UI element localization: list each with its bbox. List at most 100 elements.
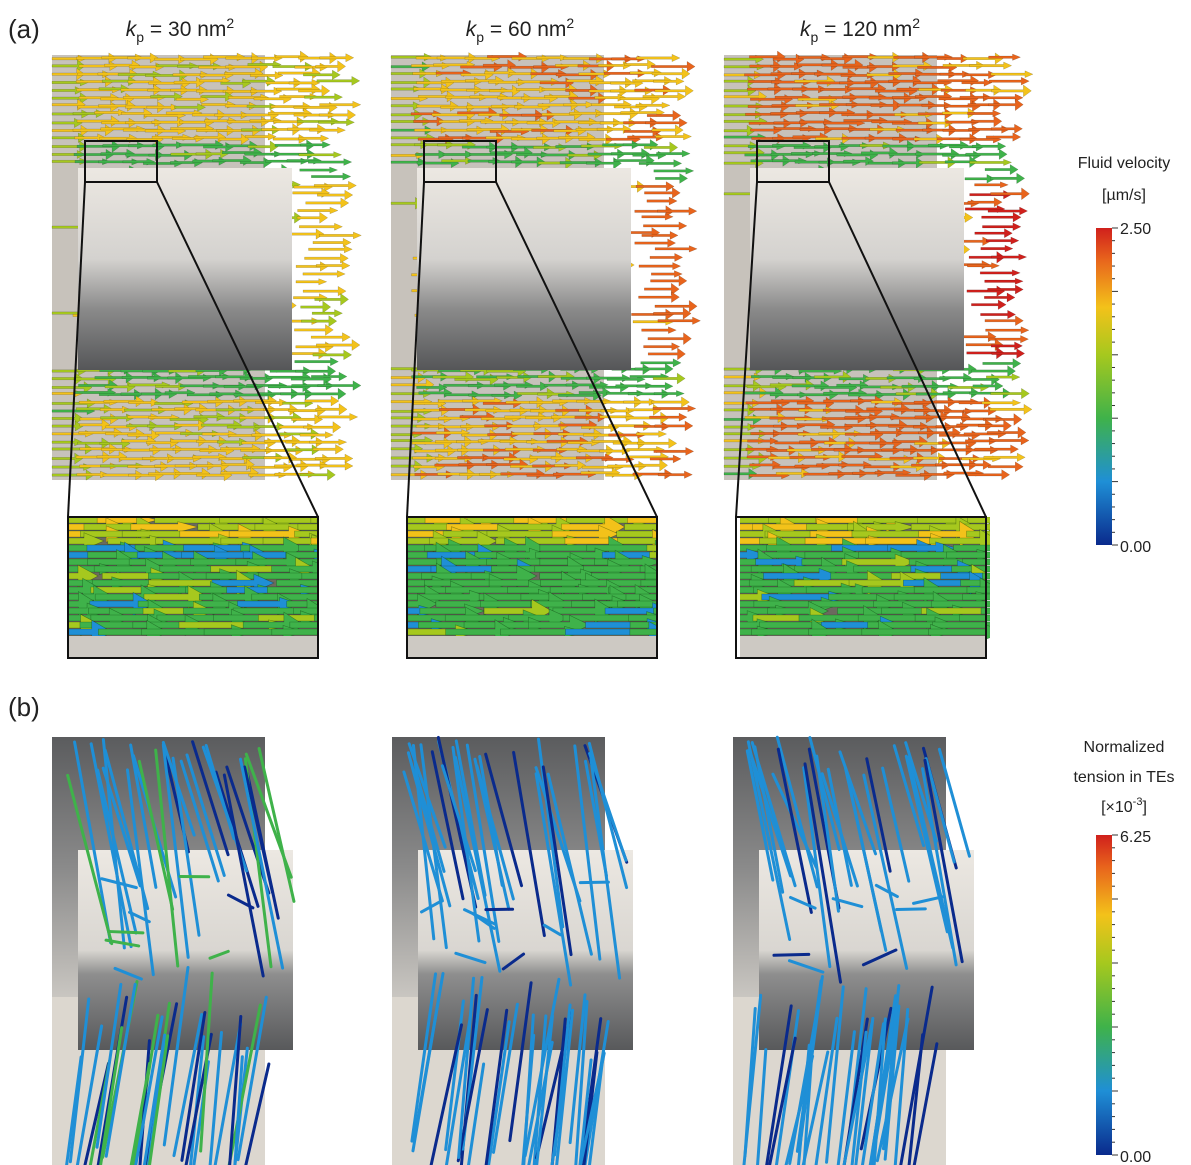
velocity-arrow [988,285,1024,294]
colorbar-min: 0.00 [1120,1149,1151,1165]
inset-arrow [314,611,380,625]
velocity-arrow [990,404,1032,414]
colorbar-max: 6.25 [1120,829,1151,846]
velocity-arrow [311,333,350,342]
fibre [110,932,142,933]
velocity-arrow [644,343,680,351]
velocity-arrow [654,168,694,175]
velocity-arrow [305,388,346,399]
colorbar [1096,835,1112,1155]
figure: (a) (b) kp = 30 nm2 kp = 60 nm2 kp = 120 n… [0,0,1191,1165]
velocity-arrow [300,141,330,148]
velocity-arrow [975,182,1009,188]
velocity-arrow [982,212,1021,222]
velocity-arrow [314,181,356,190]
column-title: kp = 30 nm2 [126,15,235,45]
velocity-arrow [990,188,1029,200]
velocity-arrow [990,173,1024,183]
velocity-arrow [303,286,346,296]
velocity-arrow [653,308,691,320]
colorbar-unit: [×10-3] [1101,796,1147,816]
panel-label: (a) [8,14,40,44]
velocity-arrow [658,471,692,478]
fibre [774,954,809,955]
velocity-arrow [311,173,350,180]
velocity-arrow [291,373,332,385]
velocity-arrow [652,68,690,79]
velocity-arrow [310,439,347,445]
velocity-arrow [964,406,997,415]
column-title: kp = 120 nm2 [800,15,920,45]
inset-arrow [311,511,378,529]
superscript: 2 [912,15,920,31]
value: = 30 nm [144,18,226,41]
velocity-arrow [986,237,1019,244]
unit-exponent: -3 [1133,796,1143,808]
velocity-arrow [650,253,683,261]
velocity-arrow [971,116,1002,127]
velocity-arrow [655,300,697,312]
fibre [897,909,926,910]
inset-surface [736,636,986,658]
velocity-arrow [295,358,339,366]
panel-label: (b) [8,692,40,722]
velocity-arrow [306,198,349,208]
inset-surface [68,636,318,658]
velocity-arrow [299,152,342,158]
inset-arrow [647,539,746,556]
velocity-arrow [319,232,361,239]
velocity-arrow [303,271,345,278]
inset-arrow [982,565,1079,587]
velocity-arrow [983,359,1021,369]
colorbar-title: tension in TEs [1073,769,1174,786]
velocity-arrow [637,382,673,390]
velocity-arrow [300,167,338,173]
velocity-arrow [961,460,991,469]
subscript: p [476,29,484,45]
velocity-arrow [657,207,697,215]
velocity-arrow [635,239,676,247]
colorbar-ticks [1112,228,1118,1155]
velocity-arrow [990,436,1029,445]
velocity-arrow [992,85,1032,97]
velocity-arrow [296,279,327,285]
velocity-arrow [267,372,311,382]
velocity-arrow [967,286,1005,297]
velocity-arrow [991,71,1033,78]
velocity-arrow [975,229,1013,238]
velocity-arrow [301,301,331,313]
velocity-arrow [975,445,1019,454]
velocity-arrow [317,76,360,85]
velocity-arrow [312,310,342,317]
velocity-arrow [298,207,338,214]
velocity-arrow [300,469,335,480]
velocity-arrow [978,420,1011,432]
velocity-arrow [980,270,1020,276]
colorbar-max: 2.50 [1120,221,1151,238]
inset [706,507,1080,658]
velocity-arrow [644,187,680,198]
velocity-arrow [301,316,336,327]
velocity-arrow [971,300,1006,310]
velocity-arrow [316,339,360,350]
subscript: p [136,29,144,45]
column-title: kp = 60 nm2 [466,15,575,45]
velocity-arrow [319,413,358,420]
velocity-arrow [981,245,1013,252]
cylinder [417,168,631,370]
subscript: p [810,29,818,45]
velocity-arrow [649,413,687,421]
cylinder [78,168,292,370]
velocity-arrow [641,359,681,367]
velocity-arrow [651,397,689,407]
unit-prefix: [×10 [1101,799,1133,816]
velocity-arrow [658,317,701,325]
colorbar-unit: [µm/s] [1102,187,1146,204]
colorbar-title: Normalized [1084,739,1165,756]
velocity-arrow [648,348,685,360]
velocity-arrow [309,246,353,253]
velocity-arrow [985,164,1018,174]
value: = 120 nm [818,18,912,41]
inset-arrow [654,605,738,617]
velocity-arrow [985,278,1024,284]
